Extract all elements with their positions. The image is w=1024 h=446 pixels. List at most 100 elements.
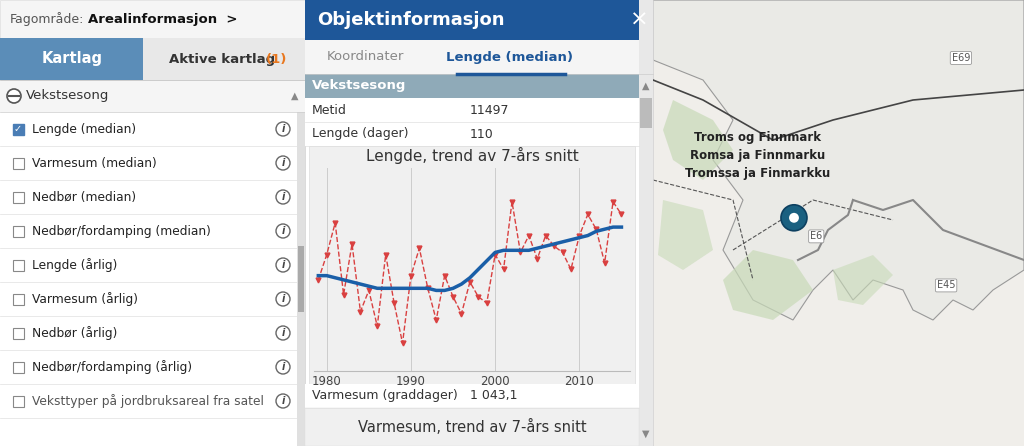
FancyBboxPatch shape: [297, 112, 305, 446]
Circle shape: [781, 205, 807, 231]
FancyBboxPatch shape: [12, 260, 24, 271]
Polygon shape: [786, 226, 801, 227]
Text: i: i: [282, 396, 285, 406]
Text: Fagområde:: Fagområde:: [10, 12, 84, 26]
FancyBboxPatch shape: [305, 40, 653, 74]
Polygon shape: [663, 100, 733, 180]
Text: Nedbør/fordamping (årlig): Nedbør/fordamping (årlig): [32, 360, 193, 374]
Text: Kartlag: Kartlag: [41, 51, 102, 66]
FancyBboxPatch shape: [0, 384, 297, 418]
FancyBboxPatch shape: [298, 246, 304, 312]
Text: E69: E69: [951, 53, 970, 63]
Text: i: i: [282, 124, 285, 134]
Circle shape: [276, 224, 290, 238]
Polygon shape: [833, 255, 893, 305]
Text: Lengde (dager): Lengde (dager): [312, 128, 409, 140]
Text: Varmesum, trend av 7-års snitt: Varmesum, trend av 7-års snitt: [357, 419, 587, 435]
Text: ▼: ▼: [642, 429, 650, 439]
FancyBboxPatch shape: [12, 327, 24, 339]
FancyBboxPatch shape: [12, 396, 24, 406]
Text: i: i: [282, 158, 285, 168]
Text: Objektinformasjon: Objektinformasjon: [317, 11, 505, 29]
Circle shape: [790, 213, 799, 223]
FancyBboxPatch shape: [0, 316, 297, 350]
Text: i: i: [282, 260, 285, 270]
Circle shape: [276, 326, 290, 340]
Text: Nedbør (median): Nedbør (median): [32, 190, 136, 203]
Text: Varmesum (graddager): Varmesum (graddager): [312, 389, 458, 402]
Circle shape: [276, 292, 290, 306]
Text: Metid: Metid: [312, 103, 347, 116]
FancyBboxPatch shape: [653, 0, 1024, 446]
FancyBboxPatch shape: [0, 180, 297, 214]
FancyBboxPatch shape: [305, 408, 639, 446]
Circle shape: [276, 258, 290, 272]
Text: E45: E45: [937, 281, 955, 290]
Text: ▲: ▲: [291, 91, 299, 101]
Text: 11497: 11497: [470, 103, 510, 116]
FancyBboxPatch shape: [305, 74, 639, 98]
FancyBboxPatch shape: [305, 98, 639, 122]
Text: Arealinformasjon  >: Arealinformasjon >: [88, 12, 238, 25]
FancyBboxPatch shape: [12, 157, 24, 169]
FancyBboxPatch shape: [0, 248, 297, 282]
Polygon shape: [658, 200, 713, 270]
Text: (1): (1): [265, 53, 287, 66]
Text: Koordinater: Koordinater: [327, 50, 403, 63]
Circle shape: [276, 190, 290, 204]
Title: Lengde, trend av 7-års snitt: Lengde, trend av 7-års snitt: [366, 147, 579, 164]
Circle shape: [7, 89, 22, 103]
FancyBboxPatch shape: [0, 0, 305, 446]
FancyBboxPatch shape: [305, 122, 639, 146]
Text: i: i: [282, 328, 285, 338]
Circle shape: [276, 122, 290, 136]
Text: Veksttyper på jordbruksareal fra satel: Veksttyper på jordbruksareal fra satel: [32, 394, 264, 408]
Text: i: i: [282, 192, 285, 202]
Text: i: i: [282, 362, 285, 372]
FancyBboxPatch shape: [0, 214, 297, 248]
Text: E6: E6: [810, 231, 822, 241]
FancyBboxPatch shape: [12, 124, 24, 135]
FancyBboxPatch shape: [305, 0, 653, 40]
FancyBboxPatch shape: [309, 146, 635, 384]
FancyBboxPatch shape: [0, 38, 143, 80]
Text: Lengde (median): Lengde (median): [446, 50, 573, 63]
FancyBboxPatch shape: [0, 80, 305, 112]
Text: 1 043,1: 1 043,1: [470, 389, 517, 402]
Text: Troms og Finnmark
Romsa ja Finnmarku
Tromssa ja Finmarkku: Troms og Finnmark Romsa ja Finnmarku Tro…: [685, 131, 830, 179]
FancyBboxPatch shape: [0, 350, 297, 384]
FancyBboxPatch shape: [640, 98, 652, 128]
Circle shape: [276, 156, 290, 170]
Text: i: i: [282, 226, 285, 236]
Polygon shape: [653, 0, 1024, 320]
FancyBboxPatch shape: [0, 282, 297, 316]
FancyBboxPatch shape: [305, 384, 639, 408]
Text: 110: 110: [470, 128, 494, 140]
Text: Aktive kartlag: Aktive kartlag: [169, 53, 280, 66]
FancyBboxPatch shape: [0, 0, 305, 38]
Text: Varmesum (årlig): Varmesum (årlig): [32, 292, 138, 306]
FancyBboxPatch shape: [12, 362, 24, 372]
Text: Lengde (median): Lengde (median): [32, 123, 136, 136]
Text: Lengde (årlig): Lengde (årlig): [32, 258, 118, 272]
FancyBboxPatch shape: [12, 226, 24, 236]
FancyBboxPatch shape: [0, 112, 297, 146]
Polygon shape: [723, 250, 813, 320]
FancyBboxPatch shape: [12, 191, 24, 202]
FancyBboxPatch shape: [143, 38, 305, 80]
Circle shape: [276, 394, 290, 408]
FancyBboxPatch shape: [12, 293, 24, 305]
FancyBboxPatch shape: [0, 146, 297, 180]
FancyBboxPatch shape: [305, 0, 653, 446]
Text: Vekstsesong: Vekstsesong: [312, 79, 407, 92]
Text: Vekstsesong: Vekstsesong: [26, 90, 110, 103]
Circle shape: [276, 360, 290, 374]
FancyBboxPatch shape: [639, 0, 653, 446]
Text: ▲: ▲: [642, 81, 650, 91]
Text: ×: ×: [630, 10, 648, 30]
Text: i: i: [282, 294, 285, 304]
Text: Varmesum (median): Varmesum (median): [32, 157, 157, 169]
Text: Nedbør (årlig): Nedbør (årlig): [32, 326, 118, 340]
Text: Nedbør/fordamping (median): Nedbør/fordamping (median): [32, 224, 211, 238]
Text: ✓: ✓: [14, 124, 23, 134]
